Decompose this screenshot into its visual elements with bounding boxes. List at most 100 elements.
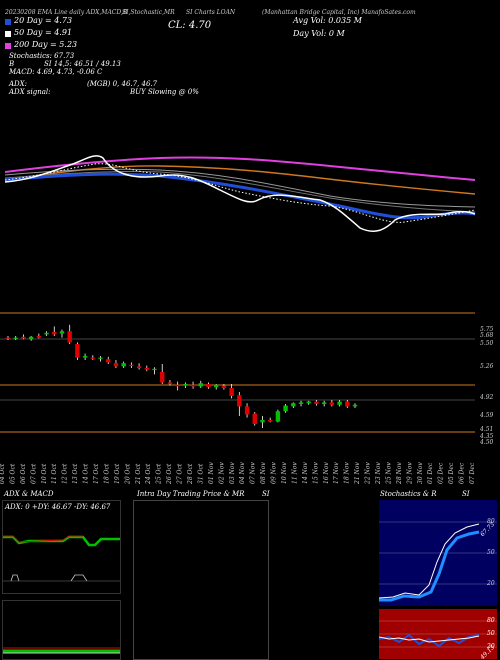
intraday-panel-si: SI (262, 490, 270, 498)
date-label: 08 Nov (260, 462, 267, 484)
date-label: 13 Oct (72, 463, 79, 484)
date-label: 21 Nov (354, 462, 361, 485)
dotted-signal-line (4, 163, 476, 223)
adx-plot (3, 535, 120, 582)
stoch-tick: 20 (487, 580, 495, 587)
date-label: 19 Oct (114, 463, 121, 484)
date-label: 25 Nov (385, 462, 392, 485)
date-label: 20 Oct (124, 463, 131, 485)
adx-signal-value: BUY Slowing @ 0% (130, 88, 199, 96)
price-label: 4.59 (480, 412, 494, 419)
price-label: 4.51 (480, 426, 494, 433)
candle-body (75, 344, 80, 358)
date-labels: 04 Oct 05 Oct 06 Oct 07 Oct 10 Oct 11 Oct 12 O… (0, 462, 476, 485)
close-price: CL: 4.70 (168, 20, 212, 31)
candle-body (160, 372, 165, 383)
candle-body (237, 395, 242, 407)
candle-body (13, 337, 18, 339)
candle-body (298, 402, 304, 404)
candle-body (283, 405, 288, 412)
adx-red-line (3, 535, 83, 543)
adx-green-line (3, 535, 120, 547)
moving-averages (4, 155, 476, 232)
date-label: 07 Nov (250, 462, 257, 484)
date-label: 17 Oct (93, 463, 100, 484)
candle-body (337, 401, 342, 405)
candle-body (59, 331, 65, 334)
stoch-d-line (378, 523, 480, 599)
company-line: (Manhattan Bridge Capital, Inc) ManafoSa… (262, 9, 416, 16)
date-label: 17 Nov (333, 462, 340, 484)
legend-swatch (5, 31, 11, 37)
date-label: 28 Oct (187, 463, 194, 485)
legend-swatch (5, 43, 11, 49)
candle-body (321, 402, 327, 404)
price-label: 5.75 (480, 326, 494, 333)
date-label: 04 Oct (0, 463, 6, 484)
candle-body (221, 385, 227, 388)
price-label: 5.26 (480, 363, 494, 370)
blue-ma-line (4, 172, 476, 220)
candle-body (5, 337, 11, 339)
code-line: SI Charts LOAN (186, 9, 236, 16)
date-label: 14 Nov (302, 462, 309, 484)
date-label: 02 Dec (438, 462, 445, 484)
stoch-tick: 50 (487, 549, 495, 556)
adx-signal-label: ADX signal: (9, 88, 51, 96)
stoch-k-line (379, 530, 480, 602)
stochastics-plot (378, 521, 497, 602)
date-label: 18 Nov (344, 462, 351, 484)
candle-body (167, 382, 173, 384)
rsi-panel: 80 50 20 49.13 (378, 609, 497, 660)
candle-body (306, 401, 311, 404)
gray-ma-line-2 (4, 168, 476, 208)
candle-body (28, 336, 34, 340)
date-label: 21 Oct (135, 463, 142, 485)
candle-body (352, 404, 358, 407)
candle-body (314, 401, 319, 404)
si-readout: SI 14,5: 46.51 / 49.13 (44, 60, 121, 68)
macd-panel (2, 600, 121, 660)
rsi-tick: 80 (487, 617, 495, 624)
date-label: 07 Oct (30, 463, 37, 484)
intraday-panel (133, 500, 269, 660)
candle-body (345, 401, 350, 407)
candle-body (152, 368, 157, 370)
gray-ma-line-1 (4, 170, 476, 213)
candle-body (136, 366, 142, 368)
date-label: 09 Nov (271, 462, 278, 484)
candle-body (291, 403, 296, 407)
candle-body (21, 336, 26, 339)
date-label: 05 Dec (448, 462, 455, 484)
candle-body (214, 384, 219, 388)
rsi-tick: 50 (487, 630, 495, 637)
candle-body (67, 331, 72, 343)
date-label: 27 Oct (177, 463, 184, 485)
legend-label: 20 Day = 4.73 (14, 16, 73, 25)
legend-label: 200 Day = 5.23 (14, 40, 78, 49)
date-label: 18 Oct (103, 463, 110, 484)
candle-body (52, 332, 57, 335)
adx-label: ADX: (9, 80, 28, 88)
stochastics-panel: 80 50 20 67.73 (378, 500, 497, 606)
candle-body (175, 384, 180, 387)
date-label: 04 Nov (239, 462, 246, 484)
candle-body (267, 420, 273, 422)
date-label: 06 Dec (459, 462, 466, 484)
candle-body (44, 332, 49, 335)
stoch-panel-si: SI (462, 490, 470, 498)
legend-swatch (5, 19, 11, 25)
candle-body (183, 384, 188, 386)
candle-body (229, 388, 234, 396)
candle-body (190, 384, 196, 387)
price-label: 4.50 (480, 439, 494, 446)
date-label: 03 Nov (229, 462, 236, 484)
adx-values: (MGB) 0, 46.7, 46.7 (87, 80, 158, 88)
date-label: 05 Oct (9, 463, 16, 484)
magenta-ma-line (4, 156, 476, 181)
rsi-tick: 20 (487, 643, 495, 650)
date-label: 28 Nov (396, 462, 403, 485)
price-label: 5.50 (480, 340, 494, 347)
date-label: 01 Nov (208, 462, 215, 484)
price-label: 4.92 (480, 394, 494, 401)
